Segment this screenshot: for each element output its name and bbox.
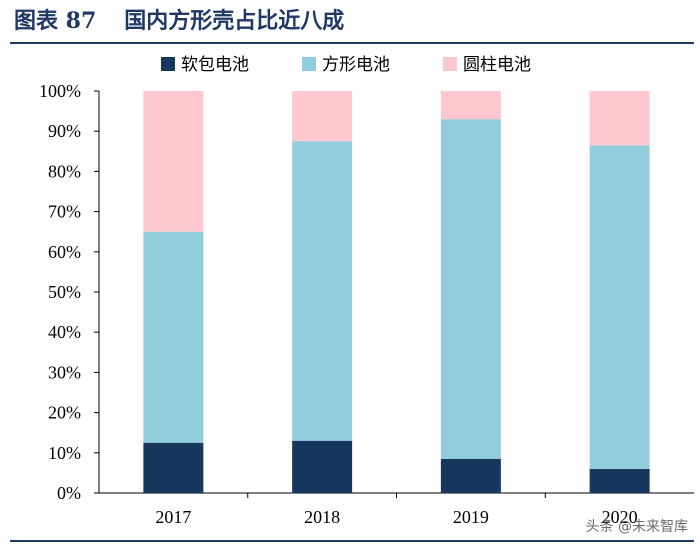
bar-2019-series-1 [440, 119, 501, 459]
bar-2018-series-1 [292, 141, 353, 441]
legend-swatch-1 [302, 57, 316, 71]
figure-label: 图表 87 [14, 8, 97, 34]
watermark: 头条 @未来智库 [585, 519, 688, 535]
y-tick-label: 50% [48, 282, 81, 302]
bar-2017-series-2 [143, 91, 204, 232]
bar-2020-series-0 [589, 468, 650, 493]
bar-2018-series-0 [292, 440, 353, 493]
legend-label-0: 软包电池 [181, 55, 249, 75]
y-tick-label: 40% [48, 322, 81, 342]
legend-label-1: 方形电池 [322, 55, 390, 75]
y-tick-label: 100% [39, 81, 81, 101]
y-tick-label: 10% [48, 443, 81, 463]
bar-2017-series-0 [143, 442, 204, 493]
x-tick-label: 2020 [602, 507, 638, 527]
legend-label-2: 圆柱电池 [463, 55, 531, 75]
x-tick-label: 2019 [453, 507, 489, 527]
bar-2020-series-2 [589, 91, 650, 146]
x-tick-label: 2017 [155, 507, 191, 527]
bar-2017-series-1 [143, 231, 204, 443]
legend-swatch-0 [161, 57, 175, 71]
legend-swatch-2 [443, 57, 457, 71]
bar-2020-series-1 [589, 145, 650, 469]
bar-2019-series-0 [440, 458, 501, 493]
top-rule [10, 42, 694, 44]
y-tick-label: 0% [57, 483, 81, 503]
bottom-rule [10, 540, 694, 542]
y-tick-label: 30% [48, 362, 81, 382]
bar-2018-series-2 [292, 91, 353, 142]
y-tick-label: 20% [48, 403, 81, 423]
bar-2019-series-2 [440, 91, 501, 120]
y-tick-label: 70% [48, 202, 81, 222]
figure-title-text: 国内方形壳占比近八成 [124, 8, 345, 34]
y-tick-label: 60% [48, 242, 81, 262]
y-tick-label: 80% [48, 161, 81, 181]
x-tick-label: 2018 [304, 507, 340, 527]
y-tick-label: 90% [48, 121, 81, 141]
figure-title: 图表 87 国内方形壳占比近八成 [14, 4, 344, 38]
